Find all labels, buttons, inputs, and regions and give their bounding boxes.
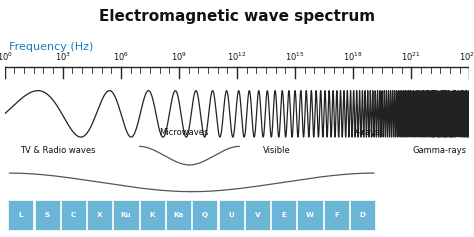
Bar — [324, 200, 349, 230]
Text: F: F — [334, 212, 339, 218]
Text: D: D — [360, 212, 365, 218]
Bar — [87, 200, 112, 230]
Bar — [113, 200, 138, 230]
Text: K: K — [149, 212, 155, 218]
Text: Electromagnetic wave spectrum: Electromagnetic wave spectrum — [99, 9, 375, 24]
Text: $10^{3}$: $10^{3}$ — [55, 50, 71, 63]
Text: Ku: Ku — [121, 212, 131, 218]
Text: $10^{24}$: $10^{24}$ — [459, 50, 474, 63]
Text: $10^{21}$: $10^{21}$ — [401, 50, 421, 63]
Text: W: W — [306, 212, 314, 218]
Text: Microwaves: Microwaves — [159, 128, 208, 137]
Text: $10^{12}$: $10^{12}$ — [227, 50, 247, 63]
Text: C: C — [71, 212, 76, 218]
Text: Frequency (Hz): Frequency (Hz) — [9, 42, 94, 52]
Text: Ka: Ka — [173, 212, 184, 218]
Text: $10^{0}$: $10^{0}$ — [0, 50, 13, 63]
Text: $10^{6}$: $10^{6}$ — [113, 50, 129, 63]
Text: TV & Radio waves: TV & Radio waves — [20, 146, 96, 155]
Bar — [298, 200, 323, 230]
Text: Visible: Visible — [263, 146, 291, 155]
Text: $10^{18}$: $10^{18}$ — [343, 50, 363, 63]
Bar — [245, 200, 270, 230]
Bar — [140, 200, 165, 230]
Bar — [35, 200, 60, 230]
Text: U: U — [228, 212, 234, 218]
Bar — [61, 200, 86, 230]
Text: V: V — [255, 212, 260, 218]
Bar — [271, 200, 296, 230]
Text: Q: Q — [202, 212, 208, 218]
Text: S: S — [45, 212, 50, 218]
Bar — [8, 200, 33, 230]
Bar — [192, 200, 218, 230]
Text: X-rays: X-rays — [354, 128, 380, 137]
Text: $10^{15}$: $10^{15}$ — [285, 50, 305, 63]
Text: Gamma-rays: Gamma-rays — [412, 146, 466, 155]
Bar — [350, 200, 375, 230]
Bar — [219, 200, 244, 230]
Text: E: E — [281, 212, 286, 218]
Text: X: X — [97, 212, 102, 218]
Text: L: L — [18, 212, 23, 218]
Bar — [166, 200, 191, 230]
Text: $10^{9}$: $10^{9}$ — [171, 50, 187, 63]
